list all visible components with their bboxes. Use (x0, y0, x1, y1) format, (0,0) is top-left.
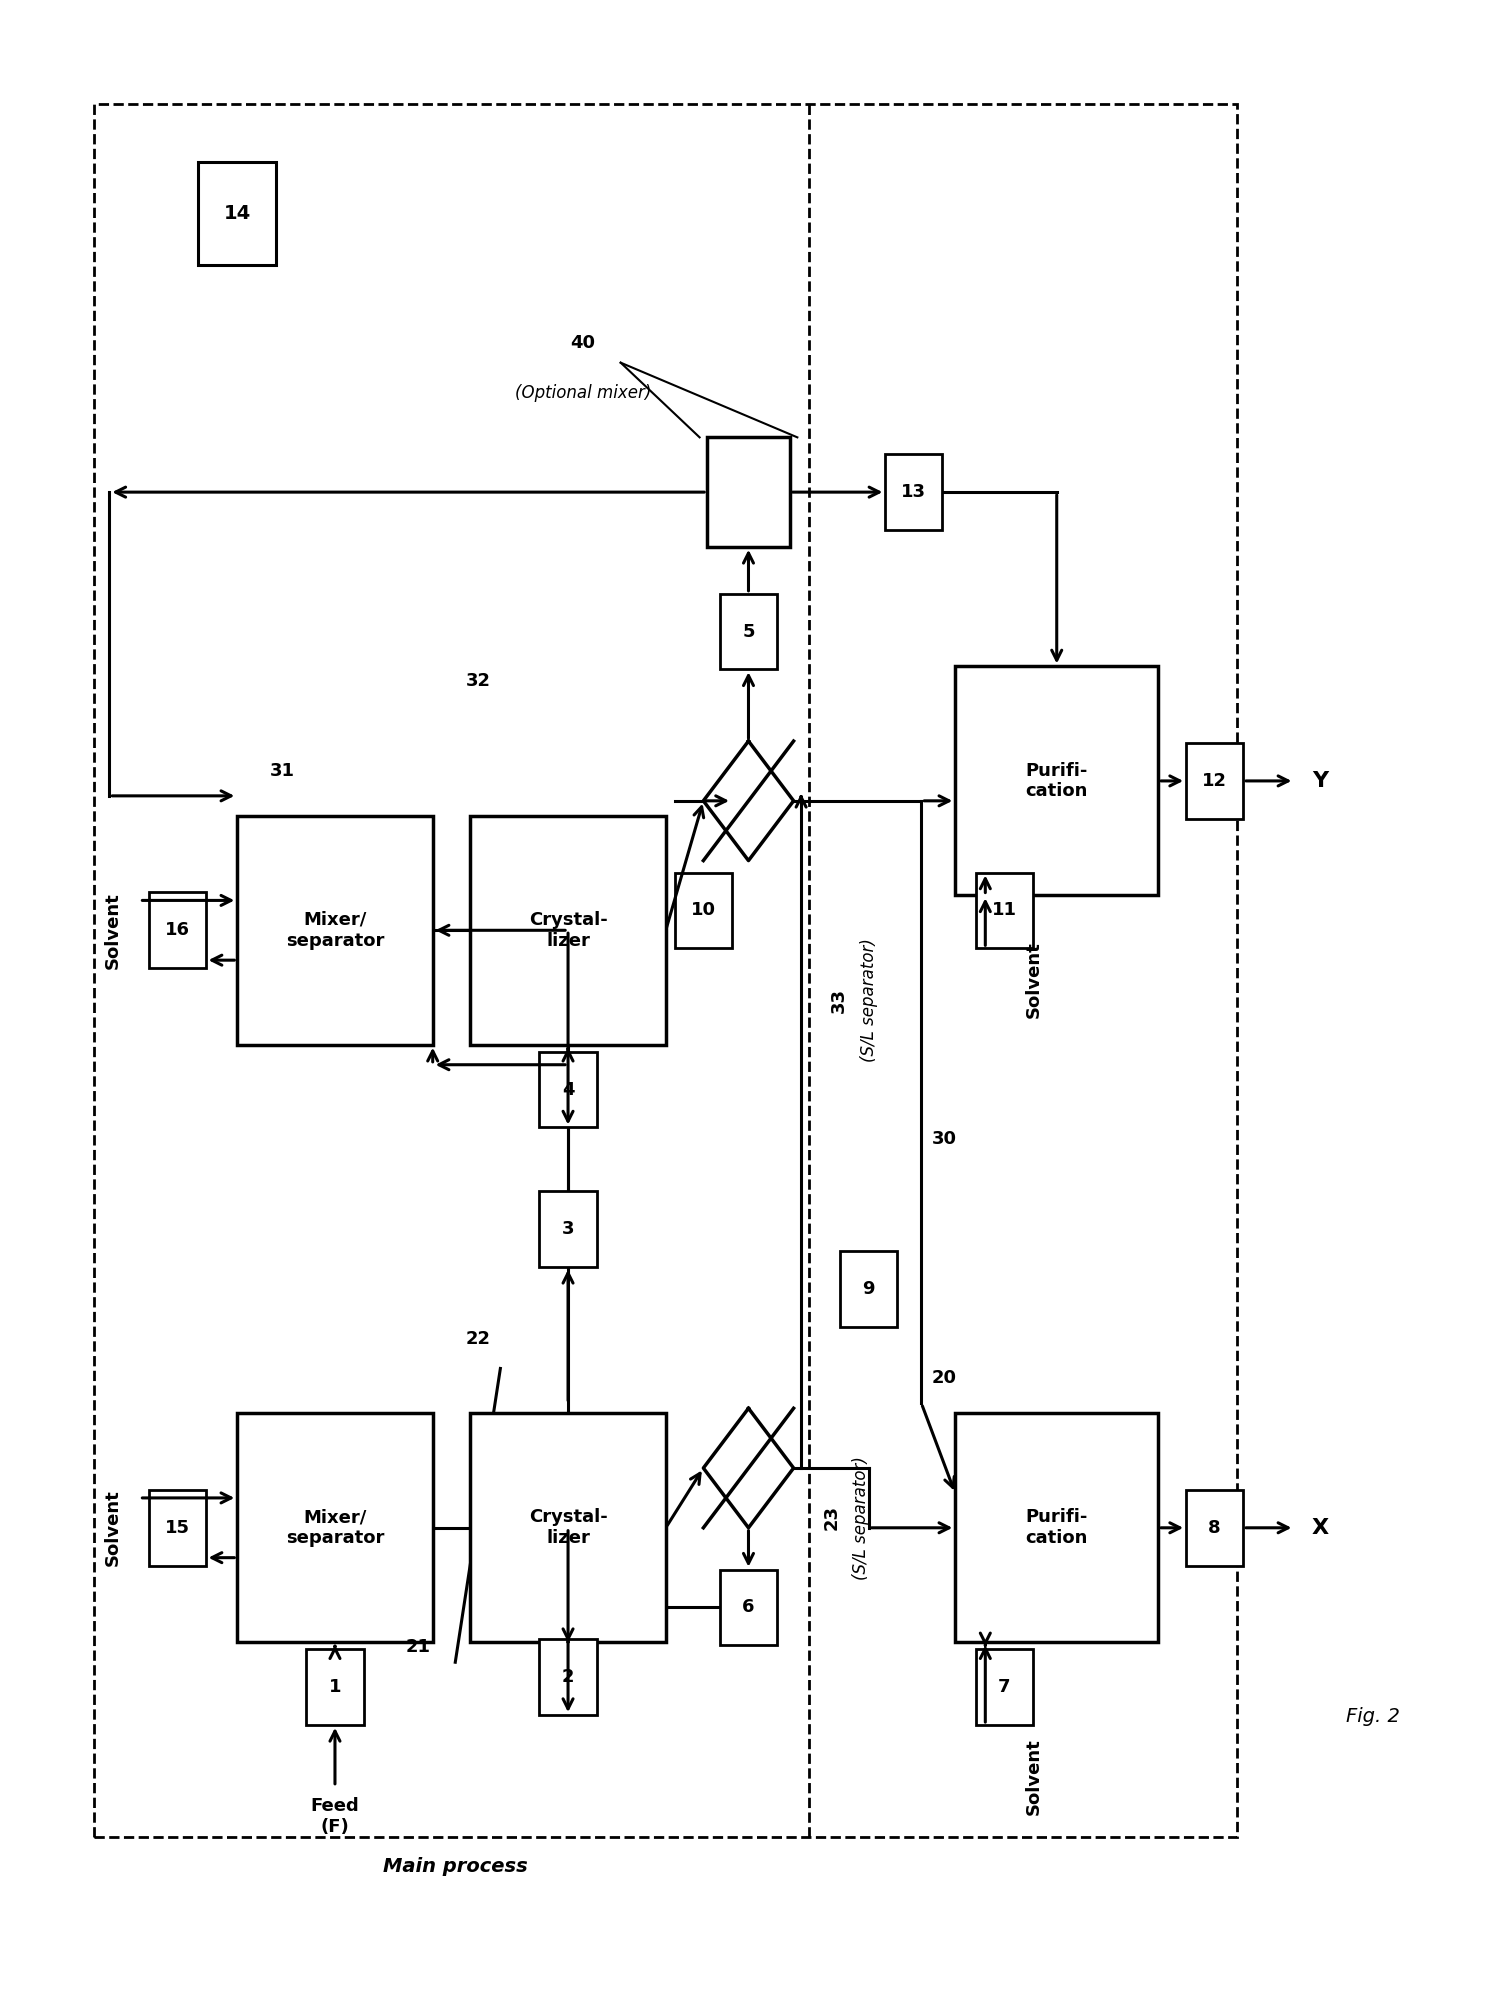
Bar (307, 1650, 363, 1724)
Polygon shape (703, 1408, 794, 1528)
Text: Crystal-
lizer: Crystal- lizer (529, 910, 608, 950)
Bar (237, 816, 432, 1044)
Text: (S/L separator): (S/L separator) (860, 938, 878, 1062)
Text: 10: 10 (691, 902, 715, 920)
Bar (94, 104, 1237, 1836)
Bar (470, 1414, 665, 1642)
Text: 22: 22 (466, 1330, 490, 1348)
Bar (674, 872, 732, 948)
Bar (540, 1640, 597, 1716)
Bar (975, 1650, 1033, 1724)
Bar (708, 438, 789, 546)
Text: 7: 7 (998, 1678, 1010, 1696)
Text: 14: 14 (224, 204, 251, 222)
Text: X: X (1311, 1518, 1329, 1538)
Text: 15: 15 (165, 1518, 189, 1536)
Bar (148, 1490, 206, 1566)
Text: (Optional mixer): (Optional mixer) (516, 384, 652, 402)
Text: Solvent: Solvent (1025, 1738, 1043, 1816)
Bar (540, 1192, 597, 1266)
Bar (956, 1414, 1158, 1642)
Text: Solvent: Solvent (103, 1490, 121, 1566)
Text: 30: 30 (931, 1130, 957, 1148)
Text: Crystal-
lizer: Crystal- lizer (529, 1508, 608, 1548)
Text: Main process: Main process (383, 1856, 528, 1876)
Text: 20: 20 (931, 1370, 957, 1388)
Text: Purifi-
cation: Purifi- cation (1025, 762, 1089, 800)
Bar (540, 1052, 597, 1128)
Text: Y: Y (1312, 770, 1328, 790)
Text: 40: 40 (570, 334, 596, 352)
Text: 8: 8 (1208, 1518, 1220, 1536)
Bar (956, 666, 1158, 896)
Text: Purifi-
cation: Purifi- cation (1025, 1508, 1089, 1548)
Text: 6: 6 (742, 1598, 754, 1616)
Text: 11: 11 (992, 902, 1016, 920)
Bar (841, 1250, 897, 1326)
Text: Fig. 2: Fig. 2 (1346, 1708, 1400, 1726)
Text: 1: 1 (328, 1678, 342, 1696)
Bar (470, 816, 665, 1044)
Text: 21: 21 (405, 1638, 431, 1656)
Polygon shape (703, 742, 794, 860)
Text: Feed
(F): Feed (F) (310, 1798, 360, 1836)
Text: 32: 32 (466, 672, 490, 690)
Text: 33: 33 (830, 988, 848, 1012)
Text: Mixer/
separator: Mixer/ separator (286, 1508, 384, 1548)
Bar (886, 454, 942, 530)
Bar (1185, 744, 1243, 818)
Text: 9: 9 (862, 1280, 875, 1298)
Bar (198, 162, 277, 266)
Text: 13: 13 (901, 484, 927, 502)
Text: Mixer/
separator: Mixer/ separator (286, 910, 384, 950)
Text: 23: 23 (823, 1506, 841, 1530)
Text: 16: 16 (165, 922, 189, 940)
Text: 2: 2 (562, 1668, 575, 1686)
Bar (975, 872, 1033, 948)
Text: 4: 4 (562, 1080, 575, 1098)
Text: Solvent: Solvent (103, 892, 121, 968)
Bar (237, 1414, 432, 1642)
Text: 5: 5 (742, 622, 754, 640)
Text: 31: 31 (269, 762, 295, 780)
Text: (S/L separator): (S/L separator) (853, 1456, 871, 1580)
Text: 12: 12 (1202, 772, 1228, 790)
Text: Solvent: Solvent (1025, 942, 1043, 1018)
Bar (148, 892, 206, 968)
Bar (720, 594, 777, 670)
Bar (720, 1570, 777, 1646)
Bar (1185, 1490, 1243, 1566)
Text: 3: 3 (562, 1220, 575, 1238)
